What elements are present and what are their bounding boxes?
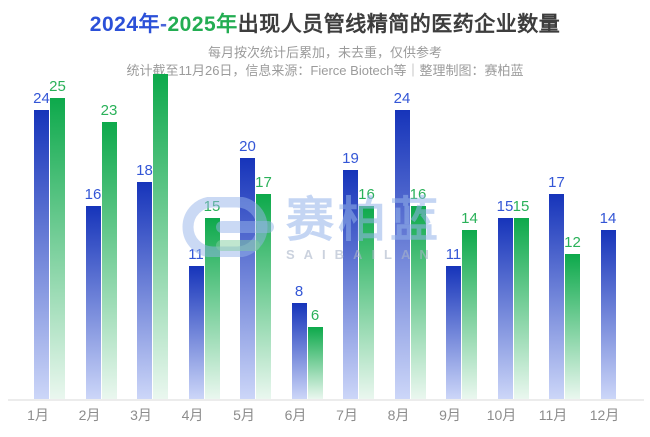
bar-2025年-4月 <box>204 218 220 399</box>
bar-2024年-1月 <box>34 110 49 399</box>
bar-value-label-2025年-4月: 15 <box>203 198 221 215</box>
title-dash: - <box>160 13 168 36</box>
bar-2025年-7月 <box>359 206 374 399</box>
bar-value-label-2024年-12月: 14 <box>599 210 617 227</box>
bar-2024年-8月 <box>394 110 410 399</box>
bar-2025年-9月 <box>462 230 477 399</box>
bar-value-label-2024年-11月: 17 <box>548 174 565 191</box>
bar-2025年-1月 <box>50 98 65 399</box>
x-axis-label-1: 1月 <box>27 407 49 423</box>
bar-value-label-2025年-11月: 12 <box>564 234 581 251</box>
bar-2024年-10月 <box>497 218 513 399</box>
bar-value-label-2024年-9月: 11 <box>445 246 462 263</box>
bar-value-label-2024年-6月: 8 <box>294 283 304 300</box>
bar-2024年-6月 <box>291 303 307 399</box>
bar-2024年-7月 <box>343 170 358 399</box>
bar-2025年-10月 <box>513 218 529 399</box>
bar-value-label-2025年-2月: 23 <box>100 102 118 119</box>
bar-value-label-2024年-3月: 18 <box>136 162 153 179</box>
title-suffix: 出现人员管线精简的医药企业数量 <box>237 13 561 36</box>
x-axis-label-3: 3月 <box>130 407 152 423</box>
x-axis-label-2: 2月 <box>78 407 101 423</box>
x-axis-label-5: 5月 <box>233 407 255 423</box>
bar-value-label-2024年-7月: 19 <box>342 150 359 167</box>
bar-2024年-2月 <box>85 206 101 399</box>
bar-value-label-2025年-10月: 15 <box>512 198 530 215</box>
bar-2024年-3月 <box>137 182 152 399</box>
x-axis-label-4: 4月 <box>181 407 204 423</box>
bar-2025年-8月 <box>410 206 426 399</box>
bar-value-label-2025年-1月: 25 <box>49 78 66 95</box>
x-axis-label-6: 6月 <box>284 407 307 423</box>
bar-2024年-4月 <box>188 266 204 399</box>
bar-2025年-3月 <box>153 74 168 399</box>
bar-2025年-11月 <box>565 254 580 399</box>
bar-value-label-2025年-6月: 6 <box>310 307 320 324</box>
x-axis-line <box>8 399 644 401</box>
bar-2024年-9月 <box>446 266 461 399</box>
x-axis-label-7: 7月 <box>336 407 358 423</box>
title-year-2025: 2025年 <box>167 13 238 36</box>
x-axis-label-9: 9月 <box>439 407 461 423</box>
bar-value-label-2025年-5月: 17 <box>255 174 272 191</box>
bar-2025年-6月 <box>307 327 323 399</box>
bar-value-label-2024年-8月: 24 <box>393 90 411 107</box>
bar-value-label-2025年-7月: 16 <box>358 186 375 203</box>
x-axis-label-10: 10月 <box>486 407 517 423</box>
chart-title: 2024年-2025年出现人员管线精简的医药企业数量 <box>0 8 650 38</box>
x-axis-label-8: 8月 <box>387 407 410 423</box>
bar-value-label-2024年-10月: 15 <box>496 198 514 215</box>
bar-2025年-2月 <box>101 122 117 399</box>
bar-value-label-2024年-1月: 24 <box>33 90 50 107</box>
bar-value-label-2025年-9月: 14 <box>461 210 478 227</box>
bar-2024年-11月 <box>549 194 564 399</box>
chart-subtitle-line1: 每月按次统计后累加，未去重，仅供参考 <box>207 45 442 60</box>
bar-value-label-2025年-8月: 16 <box>409 186 427 203</box>
x-axis-label-11: 11月 <box>538 407 568 423</box>
title-year-2024: 2024年 <box>89 13 160 36</box>
bar-value-label-2024年-2月: 16 <box>84 186 102 203</box>
bar-value-label-2024年-5月: 20 <box>239 138 256 155</box>
bar-2024年-12月 <box>600 230 616 399</box>
chart-subtitle-line2: 统计截至11月26日，信息来源：Fierce Biotech等｜整理制图：赛柏蓝 <box>126 63 524 78</box>
x-axis-label-12: 12月 <box>589 407 620 423</box>
bar-2025年-5月 <box>256 194 271 399</box>
bar-2024年-5月 <box>240 158 255 399</box>
